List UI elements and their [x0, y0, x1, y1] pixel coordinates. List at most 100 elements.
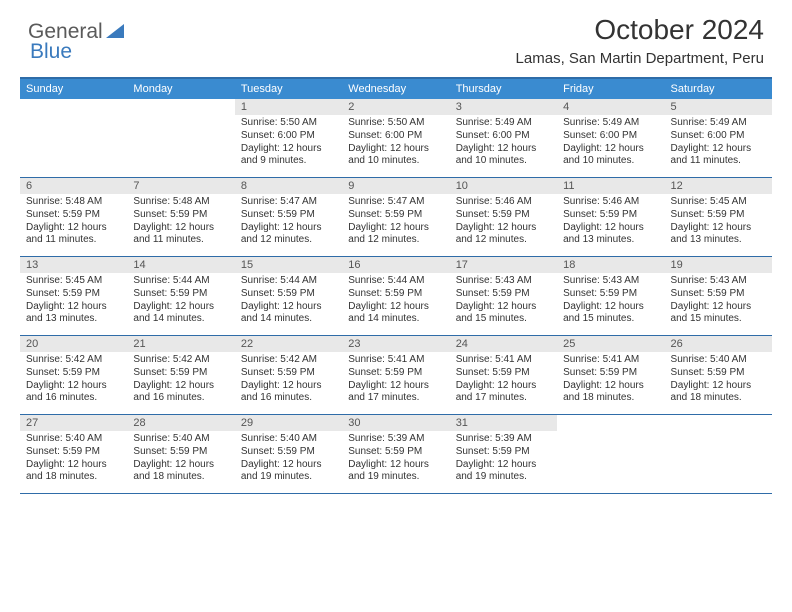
- calendar-cell: 19Sunrise: 5:43 AMSunset: 5:59 PMDayligh…: [665, 257, 772, 335]
- day-number: 19: [665, 257, 772, 273]
- day-header: Monday: [127, 79, 234, 99]
- calendar-cell: 26Sunrise: 5:40 AMSunset: 5:59 PMDayligh…: [665, 336, 772, 414]
- calendar-cell: [557, 415, 664, 493]
- calendar-cell: 17Sunrise: 5:43 AMSunset: 5:59 PMDayligh…: [450, 257, 557, 335]
- day-data: Sunrise: 5:46 AMSunset: 5:59 PMDaylight:…: [450, 194, 557, 249]
- day-data: Sunrise: 5:45 AMSunset: 5:59 PMDaylight:…: [665, 194, 772, 249]
- calendar-cell: 10Sunrise: 5:46 AMSunset: 5:59 PMDayligh…: [450, 178, 557, 256]
- calendar-cell: 31Sunrise: 5:39 AMSunset: 5:59 PMDayligh…: [450, 415, 557, 493]
- header: General October 2024 Lamas, San Martin D…: [0, 0, 792, 69]
- logo-text-2: Blue: [30, 40, 72, 64]
- day-header: Saturday: [665, 79, 772, 99]
- calendar-cell: 6Sunrise: 5:48 AMSunset: 5:59 PMDaylight…: [20, 178, 127, 256]
- day-data: Sunrise: 5:47 AMSunset: 5:59 PMDaylight:…: [235, 194, 342, 249]
- calendar-cell: 25Sunrise: 5:41 AMSunset: 5:59 PMDayligh…: [557, 336, 664, 414]
- calendar-cell: 30Sunrise: 5:39 AMSunset: 5:59 PMDayligh…: [342, 415, 449, 493]
- day-number: 8: [235, 178, 342, 194]
- calendar-cell: 27Sunrise: 5:40 AMSunset: 5:59 PMDayligh…: [20, 415, 127, 493]
- calendar-cell: 14Sunrise: 5:44 AMSunset: 5:59 PMDayligh…: [127, 257, 234, 335]
- day-number: 15: [235, 257, 342, 273]
- day-number: 2: [342, 99, 449, 115]
- day-data: Sunrise: 5:50 AMSunset: 6:00 PMDaylight:…: [342, 115, 449, 170]
- calendar-cell: [20, 99, 127, 177]
- day-number: 24: [450, 336, 557, 352]
- day-data: Sunrise: 5:40 AMSunset: 5:59 PMDaylight:…: [235, 431, 342, 486]
- day-data: Sunrise: 5:43 AMSunset: 5:59 PMDaylight:…: [665, 273, 772, 328]
- day-header: Wednesday: [342, 79, 449, 99]
- calendar-cell: [665, 415, 772, 493]
- calendar-cell: 24Sunrise: 5:41 AMSunset: 5:59 PMDayligh…: [450, 336, 557, 414]
- day-number: 10: [450, 178, 557, 194]
- calendar-cell: 4Sunrise: 5:49 AMSunset: 6:00 PMDaylight…: [557, 99, 664, 177]
- day-data: Sunrise: 5:49 AMSunset: 6:00 PMDaylight:…: [665, 115, 772, 170]
- day-header: Sunday: [20, 79, 127, 99]
- weeks-container: 1Sunrise: 5:50 AMSunset: 6:00 PMDaylight…: [20, 99, 772, 494]
- calendar-cell: 18Sunrise: 5:43 AMSunset: 5:59 PMDayligh…: [557, 257, 664, 335]
- day-header-row: SundayMondayTuesdayWednesdayThursdayFrid…: [20, 79, 772, 99]
- week-row: 27 Sunrise: 5:40 AMSunset: 5:59 PMDayligh…: [20, 415, 772, 494]
- day-data: Sunrise: 5:44 AMSunset: 5:59 PMDaylight:…: [127, 273, 234, 328]
- day-number: 11: [557, 178, 664, 194]
- day-number: 21: [127, 336, 234, 352]
- day-number: 22: [235, 336, 342, 352]
- calendar-cell: 13Sunrise: 5:45 AMSunset: 5:59 PMDayligh…: [20, 257, 127, 335]
- calendar-cell: 15Sunrise: 5:44 AMSunset: 5:59 PMDayligh…: [235, 257, 342, 335]
- day-data: Sunrise: 5:42 AMSunset: 5:59 PMDaylight:…: [127, 352, 234, 407]
- day-data: Sunrise: 5:40 AMSunset: 5:59 PMDaylight:…: [665, 352, 772, 407]
- day-number: 30: [342, 415, 449, 431]
- day-number: 18: [557, 257, 664, 273]
- day-data: Sunrise: 5:42 AMSunset: 5:59 PMDaylight:…: [20, 352, 127, 407]
- day-header: Thursday: [450, 79, 557, 99]
- day-number: 3: [450, 99, 557, 115]
- location-text: Lamas, San Martin Department, Peru: [516, 50, 764, 67]
- day-data: Sunrise: 5:43 AMSunset: 5:59 PMDaylight:…: [450, 273, 557, 328]
- calendar-cell: 11Sunrise: 5:46 AMSunset: 5:59 PMDayligh…: [557, 178, 664, 256]
- calendar-cell: 29Sunrise: 5:40 AMSunset: 5:59 PMDayligh…: [235, 415, 342, 493]
- day-number: 7: [127, 178, 234, 194]
- day-number: 17: [450, 257, 557, 273]
- day-header: Friday: [557, 79, 664, 99]
- day-header: Tuesday: [235, 79, 342, 99]
- calendar-cell: 7Sunrise: 5:48 AMSunset: 5:59 PMDaylight…: [127, 178, 234, 256]
- day-number: 14: [127, 257, 234, 273]
- day-number: 12: [665, 178, 772, 194]
- day-data: Sunrise: 5:50 AMSunset: 6:00 PMDaylight:…: [235, 115, 342, 170]
- day-data: Sunrise: 5:42 AMSunset: 5:59 PMDaylight:…: [235, 352, 342, 407]
- day-number: 16: [342, 257, 449, 273]
- day-number: 1: [235, 99, 342, 115]
- calendar-cell: 5Sunrise: 5:49 AMSunset: 6:00 PMDaylight…: [665, 99, 772, 177]
- day-number: 29: [235, 415, 342, 431]
- calendar-cell: 20Sunrise: 5:42 AMSunset: 5:59 PMDayligh…: [20, 336, 127, 414]
- day-data: Sunrise: 5:46 AMSunset: 5:59 PMDaylight:…: [557, 194, 664, 249]
- day-data: Sunrise: 5:49 AMSunset: 6:00 PMDaylight:…: [450, 115, 557, 170]
- day-number: 27: [20, 415, 127, 431]
- day-data: Sunrise: 5:44 AMSunset: 5:59 PMDaylight:…: [235, 273, 342, 328]
- day-data: Sunrise: 5:45 AMSunset: 5:59 PMDaylight:…: [20, 273, 127, 328]
- day-number: 13: [20, 257, 127, 273]
- week-row: 20Sunrise: 5:42 AMSunset: 5:59 PMDayligh…: [20, 336, 772, 415]
- calendar-cell: 28Sunrise: 5:40 AMSunset: 5:59 PMDayligh…: [127, 415, 234, 493]
- day-data: Sunrise: 5:48 AMSunset: 5:59 PMDaylight:…: [127, 194, 234, 249]
- day-number: 4: [557, 99, 664, 115]
- day-number: 6: [20, 178, 127, 194]
- calendar-cell: 12Sunrise: 5:45 AMSunset: 5:59 PMDayligh…: [665, 178, 772, 256]
- day-data: Sunrise: 5:41 AMSunset: 5:59 PMDaylight:…: [557, 352, 664, 407]
- day-number: 5: [665, 99, 772, 115]
- day-number: 31: [450, 415, 557, 431]
- day-number: 20: [20, 336, 127, 352]
- day-number: 26: [665, 336, 772, 352]
- calendar-cell: 22Sunrise: 5:42 AMSunset: 5:59 PMDayligh…: [235, 336, 342, 414]
- month-title: October 2024: [516, 14, 764, 46]
- day-data: Sunrise: 5:43 AMSunset: 5:59 PMDaylight:…: [557, 273, 664, 328]
- calendar-cell: 23Sunrise: 5:41 AMSunset: 5:59 PMDayligh…: [342, 336, 449, 414]
- calendar-cell: 9Sunrise: 5:47 AMSunset: 5:59 PMDaylight…: [342, 178, 449, 256]
- day-data: Sunrise: 5:47 AMSunset: 5:59 PMDaylight:…: [342, 194, 449, 249]
- day-data: Sunrise: 5:39 AMSunset: 5:59 PMDaylight:…: [342, 431, 449, 486]
- calendar-cell: 3Sunrise: 5:49 AMSunset: 6:00 PMDaylight…: [450, 99, 557, 177]
- day-number: 9: [342, 178, 449, 194]
- title-block: October 2024 Lamas, San Martin Departmen…: [516, 14, 764, 67]
- day-number: 25: [557, 336, 664, 352]
- week-row: 13Sunrise: 5:45 AMSunset: 5:59 PMDayligh…: [20, 257, 772, 336]
- calendar-cell: 16Sunrise: 5:44 AMSunset: 5:59 PMDayligh…: [342, 257, 449, 335]
- calendar-cell: 2Sunrise: 5:50 AMSunset: 6:00 PMDaylight…: [342, 99, 449, 177]
